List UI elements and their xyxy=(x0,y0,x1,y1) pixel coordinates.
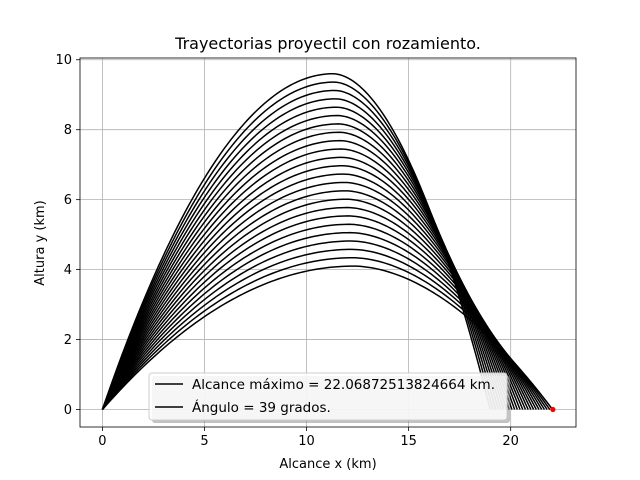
y-tick-label: 6 xyxy=(64,193,72,208)
trajectory-line xyxy=(101,72,491,410)
ticks: 0 5 10 15 20 0 2 4 6 8 10 xyxy=(55,53,519,449)
y-tick-label: 8 xyxy=(64,123,72,138)
x-tick-label: 10 xyxy=(298,434,315,449)
trajectory-curves xyxy=(101,72,554,411)
y-tick-label: 0 xyxy=(64,403,72,418)
y-tick-label: 2 xyxy=(64,333,72,348)
x-axis-label: Alcance x (km) xyxy=(279,457,376,472)
max-range-point xyxy=(550,406,556,413)
legend-box xyxy=(148,372,508,421)
x-tick-label: 5 xyxy=(200,434,208,449)
legend: Alcance máximo = 22.06872513824664 km. Á… xyxy=(148,372,510,423)
y-tick-label: 4 xyxy=(64,263,72,278)
chart-title: Trayectorias proyectil con rozamiento. xyxy=(174,34,481,53)
x-tick-label: 20 xyxy=(502,434,519,449)
legend-entry-2: Ángulo = 39 grados. xyxy=(192,399,331,416)
y-tick-label: 10 xyxy=(55,53,72,68)
max-range-marker-layer xyxy=(550,406,556,413)
y-axis-label: Altura y (km) xyxy=(33,200,48,285)
axes-frame xyxy=(79,57,577,428)
trajectory-line xyxy=(101,89,497,410)
legend-entry-1: Alcance máximo = 22.06872513824664 km. xyxy=(192,377,495,393)
x-tick-label: 15 xyxy=(400,434,417,449)
x-tick-label: 0 xyxy=(98,434,106,449)
